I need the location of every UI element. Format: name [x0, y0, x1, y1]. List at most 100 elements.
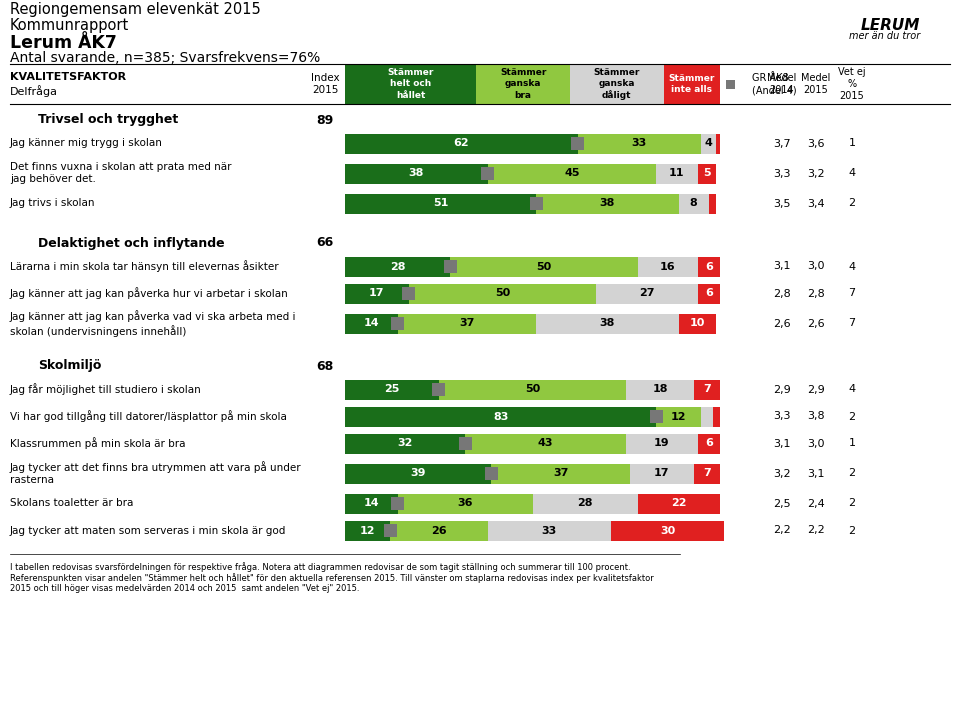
Bar	[571, 137, 584, 150]
Text: 1: 1	[849, 438, 855, 448]
Bar	[439, 379, 626, 400]
Text: mer än du tror: mer än du tror	[849, 31, 920, 41]
Text: Regiongemensam elevenkät 2015: Regiongemensam elevenkät 2015	[10, 2, 261, 17]
Text: 2,2: 2,2	[773, 526, 791, 536]
Text: 62: 62	[453, 138, 469, 149]
Text: 6: 6	[705, 438, 712, 448]
Bar	[698, 256, 720, 277]
Text: Det finns vuxna i skolan att prata med när
jag behöver det.: Det finns vuxna i skolan att prata med n…	[10, 162, 231, 184]
Bar	[345, 464, 492, 483]
Bar	[397, 494, 533, 513]
Bar	[679, 194, 708, 213]
Text: 19: 19	[654, 438, 670, 448]
Bar	[694, 464, 720, 483]
Bar	[488, 521, 612, 540]
Text: 33: 33	[632, 138, 647, 149]
Text: 4: 4	[849, 168, 855, 178]
Bar	[492, 464, 630, 483]
Text: 2,9: 2,9	[773, 384, 791, 395]
Text: 33: 33	[541, 526, 557, 536]
Text: 14: 14	[364, 319, 379, 328]
Text: 11: 11	[669, 168, 684, 178]
Bar	[485, 467, 497, 480]
Bar	[345, 283, 409, 304]
Text: Vet ej
%
2015: Vet ej % 2015	[838, 66, 866, 101]
Text: 7: 7	[703, 384, 710, 395]
Bar	[488, 164, 657, 183]
Bar	[596, 283, 698, 304]
Text: 37: 37	[459, 319, 474, 328]
Bar	[630, 464, 694, 483]
Bar	[694, 379, 720, 400]
Bar	[701, 133, 716, 154]
Bar	[345, 433, 465, 454]
Text: 38: 38	[600, 199, 615, 208]
Text: Jag känner mig trygg i skolan: Jag känner mig trygg i skolan	[10, 138, 163, 149]
Bar	[383, 524, 396, 537]
Text: 3,3: 3,3	[773, 168, 791, 178]
Bar	[626, 433, 698, 454]
Bar	[701, 406, 712, 427]
Bar	[637, 494, 720, 513]
Text: Antal svarande, n=385; Svarsfrekvens=76%: Antal svarande, n=385; Svarsfrekvens=76%	[10, 51, 321, 65]
Text: Stämmer
inte alls: Stämmer inte alls	[669, 74, 715, 94]
Text: 36: 36	[457, 499, 472, 508]
Bar	[698, 283, 720, 304]
Text: 7: 7	[849, 319, 855, 328]
Bar	[637, 256, 698, 277]
Text: 2,5: 2,5	[773, 499, 791, 508]
Text: 2: 2	[849, 469, 855, 478]
Text: 4: 4	[705, 138, 712, 149]
Text: 3,4: 3,4	[807, 199, 825, 208]
Bar	[712, 406, 720, 427]
Text: 2015 och till höger visas medelvärden 2014 och 2015  samt andelen "Vet ej" 2015.: 2015 och till höger visas medelvärden 20…	[10, 584, 359, 593]
Text: Kommunrapport: Kommunrapport	[10, 18, 130, 33]
Bar	[465, 433, 626, 454]
Text: 3,1: 3,1	[773, 438, 791, 448]
Bar	[716, 133, 720, 154]
Bar	[450, 256, 637, 277]
Text: 3,2: 3,2	[773, 469, 791, 478]
Bar	[612, 521, 724, 540]
Bar	[663, 64, 720, 104]
Bar	[481, 167, 494, 180]
Text: 30: 30	[660, 526, 675, 536]
Text: 5: 5	[703, 168, 710, 178]
Bar	[657, 406, 701, 427]
Text: I tabellen redovisas svarsfördelningen för respektive fråga. Notera att diagramm: I tabellen redovisas svarsfördelningen f…	[10, 562, 631, 572]
Text: 26: 26	[431, 526, 446, 536]
Text: 2,8: 2,8	[773, 288, 791, 298]
Text: 7: 7	[703, 469, 710, 478]
Text: 39: 39	[410, 469, 426, 478]
Bar	[345, 133, 578, 154]
Text: 3,6: 3,6	[807, 138, 825, 149]
Bar	[476, 64, 570, 104]
Text: 50: 50	[494, 288, 510, 298]
Text: LERUM: LERUM	[860, 18, 920, 33]
Text: 2,2: 2,2	[807, 526, 825, 536]
Text: 22: 22	[671, 499, 686, 508]
Text: 3,7: 3,7	[773, 138, 791, 149]
Text: 4: 4	[849, 261, 855, 272]
Bar	[345, 314, 397, 333]
Text: 3,1: 3,1	[773, 261, 791, 272]
Text: 2: 2	[849, 499, 855, 508]
Text: 51: 51	[433, 199, 448, 208]
Text: 3,5: 3,5	[773, 199, 791, 208]
Text: Jag trivs i skolan: Jag trivs i skolan	[10, 199, 95, 208]
Bar	[345, 521, 390, 540]
Text: Index
2015: Index 2015	[311, 73, 339, 95]
Text: 6: 6	[705, 288, 712, 298]
Text: 32: 32	[397, 438, 413, 448]
Text: 1: 1	[849, 138, 855, 149]
Text: 12: 12	[360, 526, 375, 536]
Bar	[650, 410, 662, 423]
Bar	[402, 287, 416, 300]
Text: 2,8: 2,8	[807, 288, 825, 298]
Text: 2,6: 2,6	[807, 319, 825, 328]
Text: 83: 83	[492, 411, 508, 422]
Text: Jag känner att jag kan påverka hur vi arbetar i skolan: Jag känner att jag kan påverka hur vi ar…	[10, 288, 289, 299]
Text: 3,1: 3,1	[807, 469, 825, 478]
Text: Skolans toaletter är bra: Skolans toaletter är bra	[10, 499, 133, 508]
Text: Jag tycker att det finns bra utrymmen att vara på under
rasterna: Jag tycker att det finns bra utrymmen at…	[10, 462, 301, 486]
